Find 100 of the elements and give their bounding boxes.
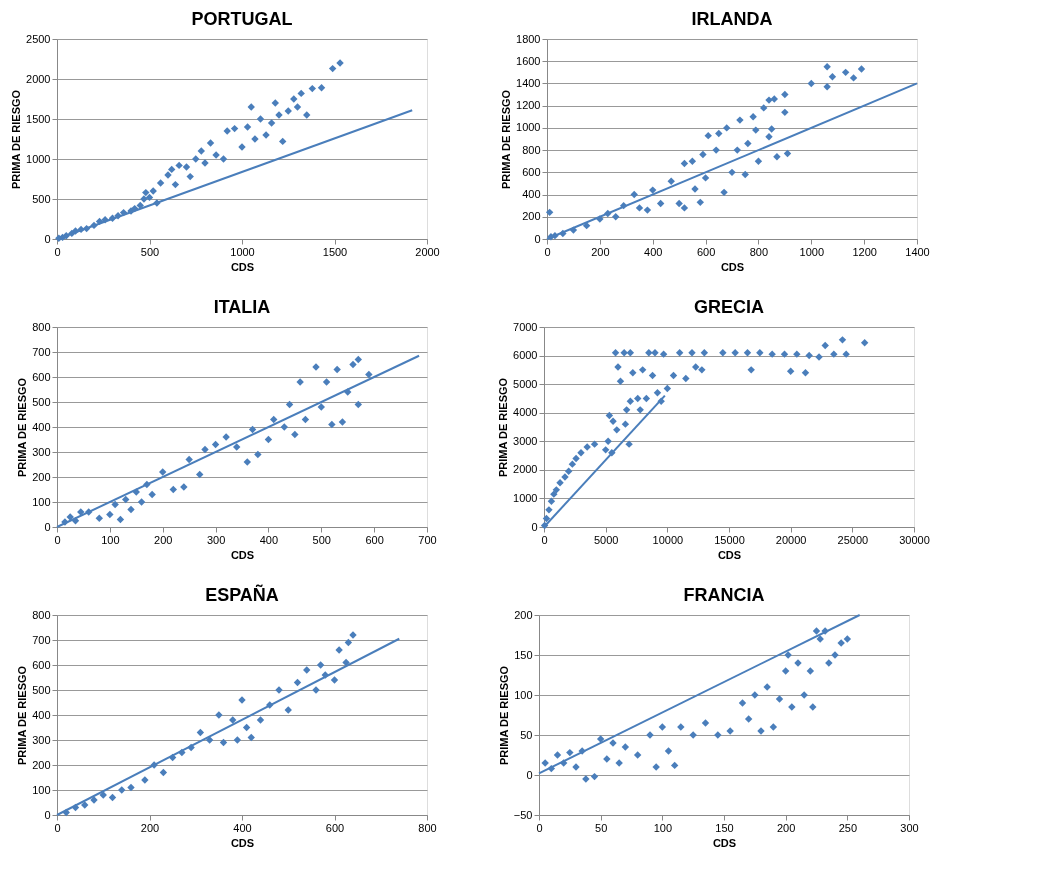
x-tick-label: 15000 bbox=[714, 533, 745, 546]
point bbox=[630, 190, 638, 199]
point bbox=[169, 485, 177, 494]
y-axis-title: PRIMA DE RIESGO bbox=[10, 89, 23, 190]
x-tick-label: 100 bbox=[101, 533, 120, 546]
point bbox=[205, 736, 214, 744]
y-tick-label: 500 bbox=[32, 395, 51, 408]
x-axis-title: CDS bbox=[720, 260, 745, 273]
y-axis-title: PRIMA DE RIESGO bbox=[497, 665, 510, 766]
point bbox=[723, 124, 731, 132]
point bbox=[635, 204, 644, 212]
y-tick-label: 2500 bbox=[26, 32, 51, 45]
point bbox=[197, 147, 206, 155]
y-tick-label: 3000 bbox=[513, 434, 538, 447]
point bbox=[769, 723, 778, 731]
y-axis-title: PRIMA DE RIESGO bbox=[500, 89, 513, 190]
point bbox=[749, 113, 757, 121]
point bbox=[219, 738, 228, 747]
point bbox=[354, 400, 362, 409]
y-tick-label: −50 bbox=[513, 808, 533, 821]
y-tick-label: 100 bbox=[514, 688, 533, 701]
x-tick-label: 200 bbox=[154, 533, 173, 546]
point bbox=[744, 715, 753, 723]
x-tick-label: 400 bbox=[259, 533, 279, 546]
point bbox=[354, 355, 362, 364]
point bbox=[159, 468, 167, 476]
point bbox=[733, 146, 741, 154]
point bbox=[233, 443, 241, 451]
point bbox=[754, 157, 763, 165]
y-tick-label: 800 bbox=[522, 143, 541, 156]
y-tick-label: 300 bbox=[32, 445, 51, 458]
y-tick-label: 0 bbox=[44, 232, 51, 245]
y-tick-label: 1000 bbox=[513, 491, 538, 504]
x-tick-label: 250 bbox=[838, 821, 858, 834]
point bbox=[621, 743, 630, 751]
y-tick-label: 50 bbox=[520, 728, 533, 741]
point bbox=[278, 137, 287, 146]
point bbox=[330, 676, 339, 684]
point bbox=[612, 213, 620, 221]
point bbox=[849, 74, 858, 82]
x-tick-label: 30000 bbox=[899, 533, 930, 546]
point bbox=[317, 84, 326, 92]
x-tick-label: 300 bbox=[206, 533, 226, 546]
point bbox=[293, 678, 302, 687]
point bbox=[127, 783, 135, 792]
point bbox=[196, 728, 205, 737]
point bbox=[843, 635, 852, 643]
point bbox=[781, 90, 789, 99]
point bbox=[95, 514, 103, 522]
point bbox=[185, 455, 193, 464]
point bbox=[744, 139, 752, 148]
x-tick-label: 50 bbox=[595, 821, 608, 834]
point bbox=[175, 161, 183, 170]
x-tick-label: 600 bbox=[696, 245, 716, 258]
y-tick-label: 1000 bbox=[516, 121, 541, 134]
y-tick-label: 400 bbox=[522, 188, 541, 201]
point bbox=[680, 159, 689, 168]
point bbox=[328, 420, 336, 429]
point bbox=[196, 470, 204, 479]
chart-title: FRANCIA bbox=[683, 585, 765, 605]
point bbox=[775, 695, 784, 703]
y-tick-label: 6000 bbox=[513, 349, 538, 362]
point bbox=[256, 716, 265, 724]
y-tick-label: 200 bbox=[32, 758, 51, 771]
point bbox=[806, 667, 815, 675]
y-tick-label: 200 bbox=[32, 470, 51, 483]
x-axis-title: CDS bbox=[230, 260, 255, 273]
y-tick-label: 800 bbox=[32, 608, 51, 621]
y-tick-label: 200 bbox=[514, 608, 533, 621]
point bbox=[171, 180, 180, 189]
point bbox=[248, 425, 257, 434]
x-tick-label: 1000 bbox=[799, 245, 825, 258]
x-tick-label: 1500 bbox=[322, 245, 348, 258]
point bbox=[781, 667, 790, 675]
x-tick-label: 0 bbox=[54, 245, 61, 258]
point bbox=[322, 378, 331, 386]
x-tick-label: 500 bbox=[140, 245, 160, 258]
y-tick-label: 0 bbox=[526, 768, 533, 781]
point bbox=[142, 188, 150, 197]
point bbox=[247, 733, 255, 742]
point bbox=[783, 149, 792, 158]
point bbox=[807, 79, 815, 88]
point bbox=[823, 83, 831, 91]
x-tick-label: 10000 bbox=[652, 533, 684, 546]
point bbox=[301, 415, 310, 424]
x-tick-label: 500 bbox=[312, 533, 331, 546]
point bbox=[242, 723, 251, 732]
y-tick-label: 7000 bbox=[513, 320, 538, 333]
y-tick-label: 700 bbox=[32, 633, 51, 646]
point bbox=[704, 131, 712, 140]
point bbox=[186, 172, 194, 181]
y-tick-label: 100 bbox=[32, 783, 51, 796]
x-tick-label: 200 bbox=[776, 821, 796, 834]
x-tick-label: 200 bbox=[591, 245, 610, 258]
chart-title: IRLANDA bbox=[691, 9, 773, 29]
x-tick-label: 1200 bbox=[852, 245, 877, 258]
point bbox=[643, 206, 652, 214]
point bbox=[658, 723, 667, 731]
point bbox=[145, 193, 154, 202]
x-tick-label: 800 bbox=[749, 245, 769, 258]
